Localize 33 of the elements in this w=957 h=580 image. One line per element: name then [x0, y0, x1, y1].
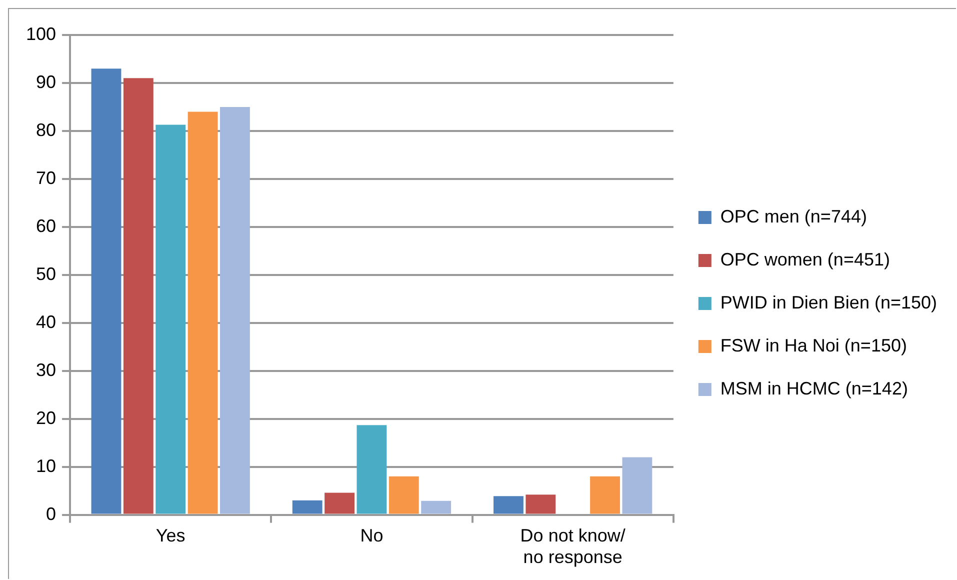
- bar: [356, 425, 387, 514]
- bar: [388, 476, 419, 514]
- bar: [324, 492, 354, 514]
- y-tick-label: 100: [26, 24, 56, 44]
- bar: [622, 457, 652, 514]
- x-tick-label: No: [360, 526, 384, 546]
- bar: [590, 476, 620, 514]
- y-tick-label: 20: [36, 408, 56, 428]
- y-tick-label: 10: [36, 456, 56, 476]
- y-tick-label: 40: [36, 312, 56, 332]
- bar: [292, 500, 322, 514]
- bar: [188, 112, 218, 514]
- y-tick-label: 30: [36, 360, 56, 380]
- bar: [220, 106, 250, 514]
- y-tick-label: 0: [46, 504, 56, 524]
- legend-label: OPC women (n=451): [720, 249, 890, 270]
- legend-label: FSW in Ha Noi (n=150): [720, 335, 907, 356]
- y-tick-label: 90: [36, 72, 56, 92]
- bar: [91, 68, 122, 514]
- legend-label: MSM in HCMC (n=142): [720, 378, 908, 398]
- y-tick-label: 60: [36, 216, 56, 236]
- legend-label: PWID in Dien Bien (n=150): [720, 292, 938, 312]
- bar: [494, 496, 524, 514]
- bar: [123, 78, 154, 514]
- y-tick-label: 80: [36, 120, 56, 140]
- bar: [156, 124, 186, 514]
- bar: [526, 494, 556, 514]
- y-tick-label: 70: [36, 168, 56, 188]
- y-tick-label: 50: [36, 264, 56, 284]
- bar: [421, 500, 452, 514]
- legend-label: OPC men (n=744): [720, 206, 867, 226]
- x-tick-label: Do not know/ no response: [520, 526, 626, 568]
- x-tick-label: Yes: [156, 526, 186, 546]
